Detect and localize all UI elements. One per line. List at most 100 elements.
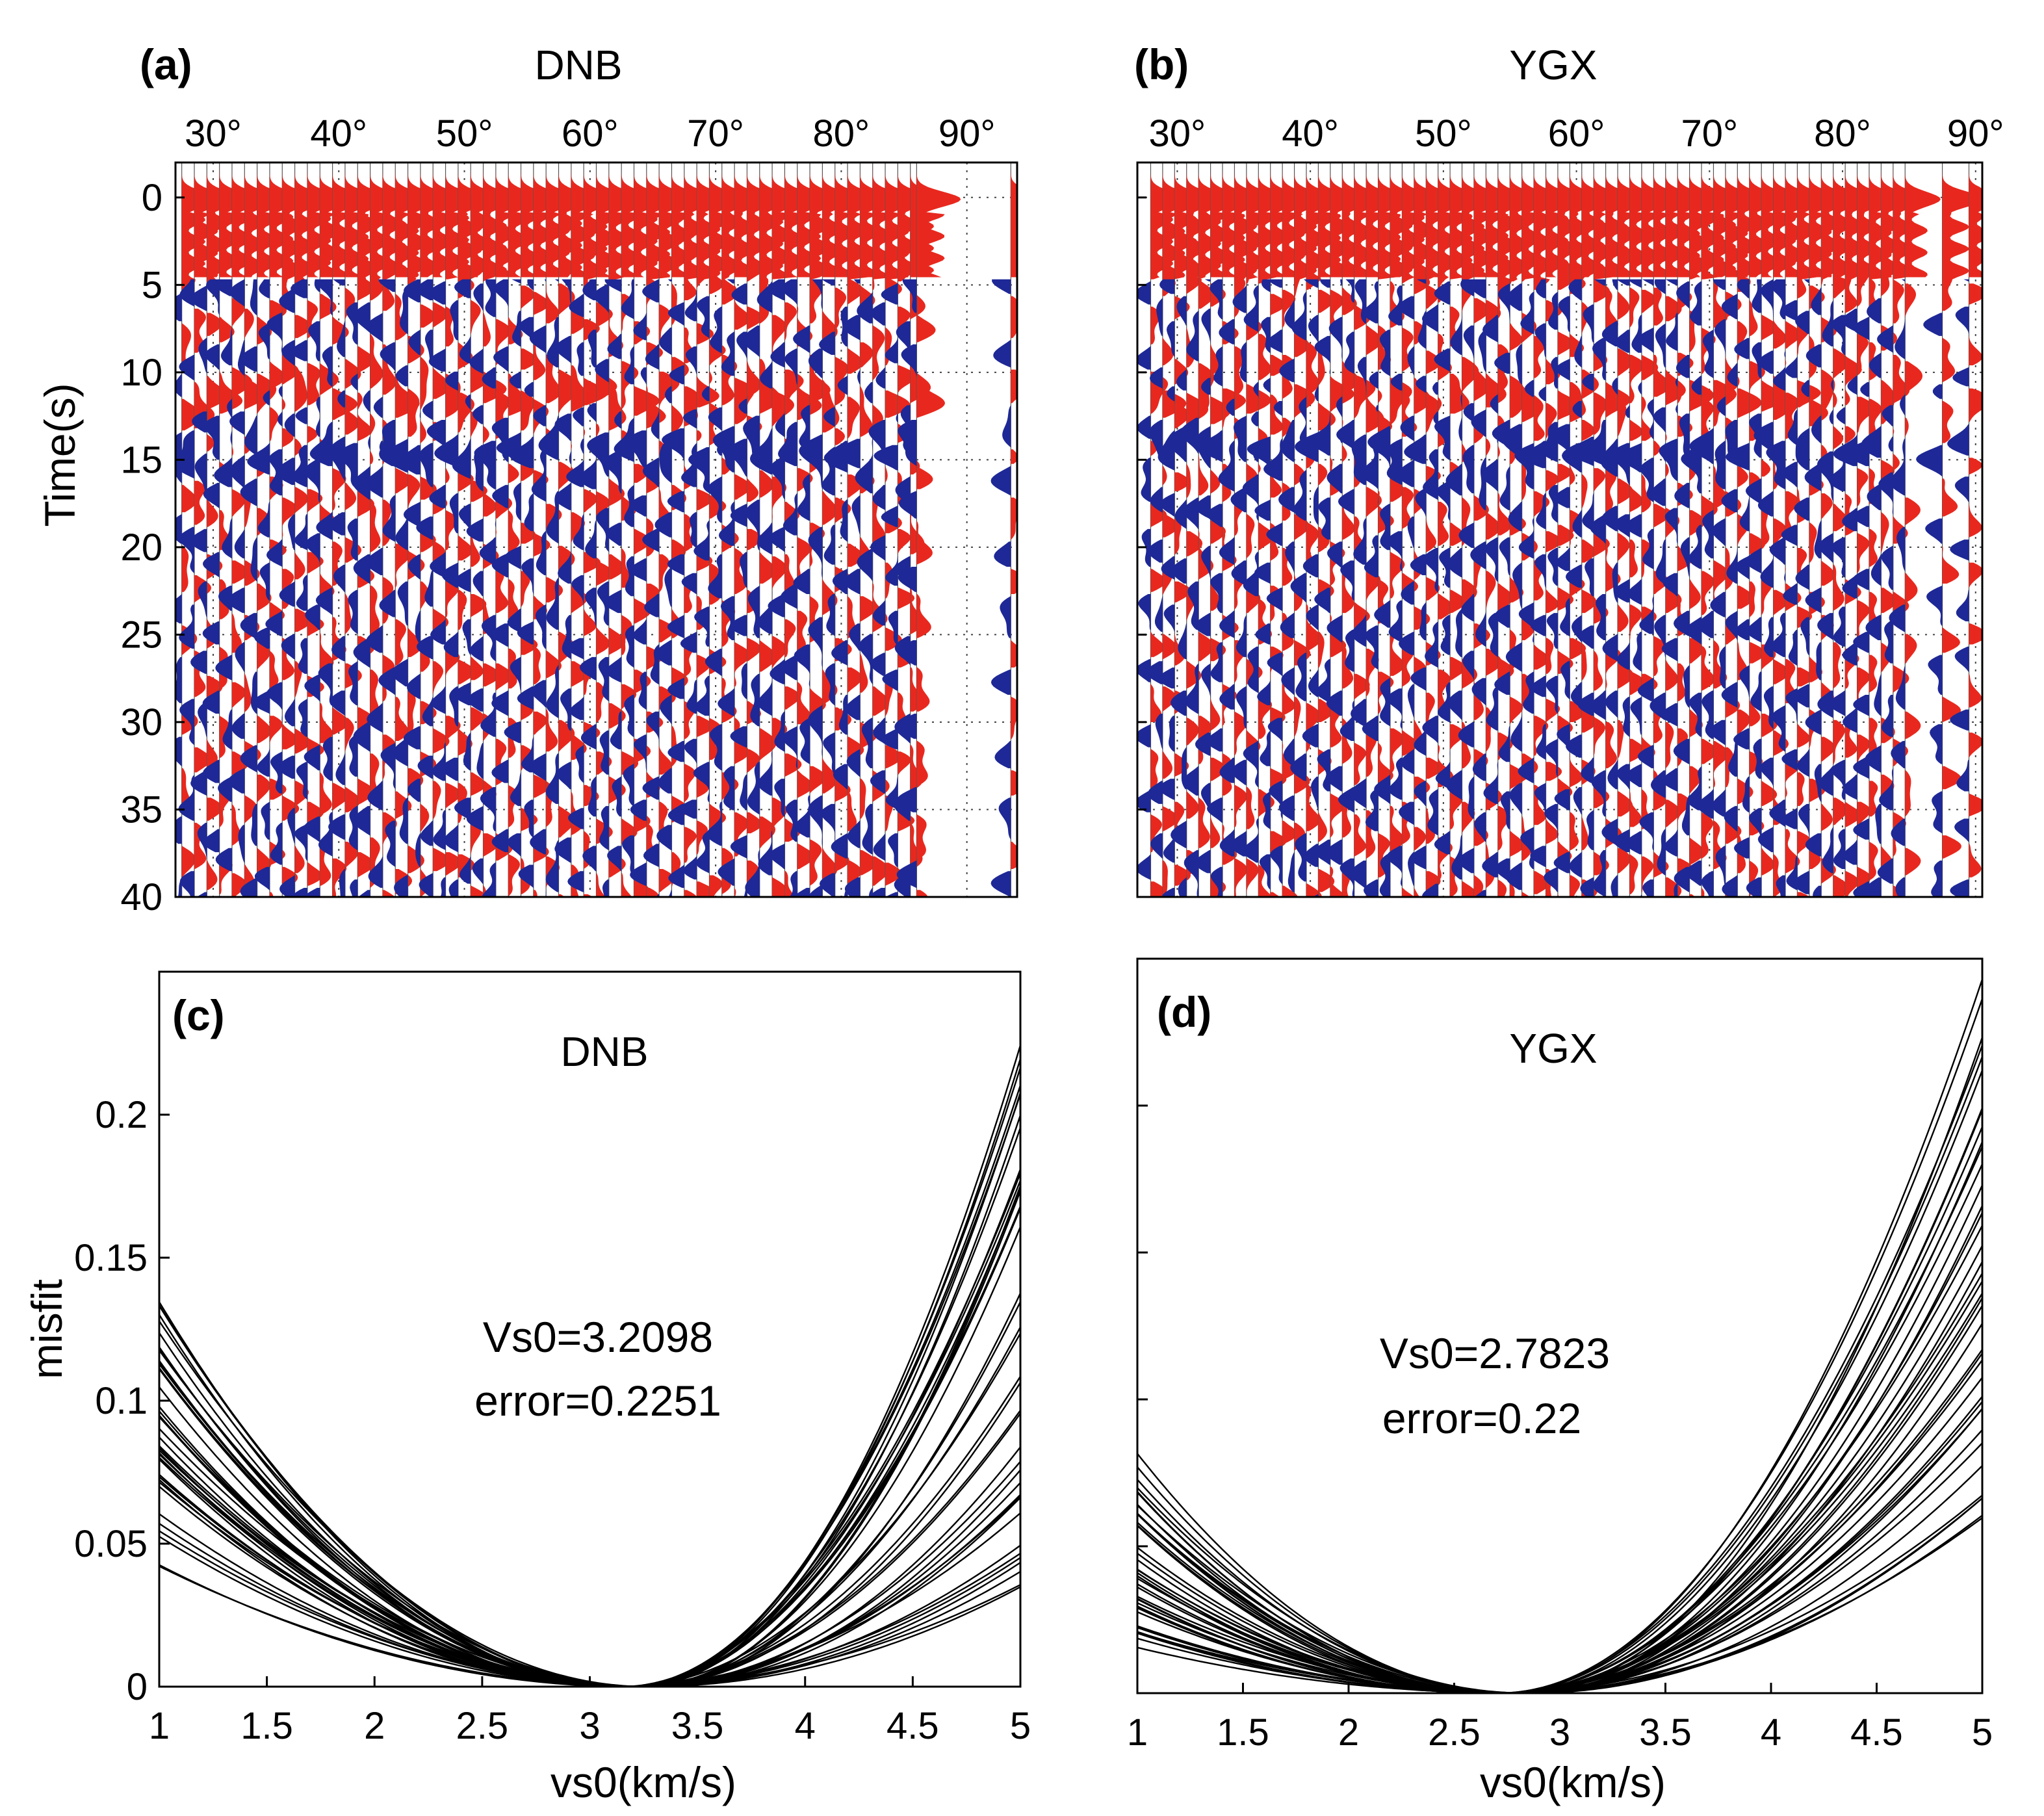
trace-41-lobe-21 [1640,894,1642,896]
trace-48-lobe-7 [1714,441,1726,489]
trace-23-lobe-10 [1426,518,1437,552]
trace-0-lobe-6 [181,485,197,513]
trace-48-lobe-4 [784,369,804,412]
trace-25-lobe-13 [480,692,496,737]
trace-59-lobe-17 [896,861,917,888]
trace-12-lobe-9 [315,588,333,616]
trace-24-lobe-1 [1421,304,1438,332]
trace-60-lobe-12 [1011,640,1017,668]
trace-3-lobe-7 [203,482,220,508]
trace-2-lobe-6 [207,434,215,452]
trace-38-lobe-11 [644,594,660,617]
trace-16-lobe-11 [1327,541,1343,569]
trace-50-lobe-7 [1726,443,1750,471]
trace-16-lobe-8 [1342,445,1347,462]
trace-46-lobe-4 [1701,396,1714,443]
trace-2-lobe-11 [198,581,207,617]
c-x-tick-3.5: 3.5 [671,1705,724,1747]
trace-37-lobe-7 [630,495,647,517]
trace-63-lobe-6 [1905,417,1909,437]
trace-13-lobe-1 [1291,292,1306,341]
trace-25-lobe-5 [1434,415,1451,460]
trace-55-lobe-7 [1795,428,1809,471]
trace-27-lobe-6 [521,390,536,431]
a-y-tick-15: 15 [120,439,162,481]
trace-0-lobe-18 [1150,814,1162,853]
trace-49-lobe-3 [1727,363,1738,387]
trace-29-lobe-11 [1488,613,1498,657]
trace-51-lobe-13 [808,796,823,846]
trace-34-lobe-3 [595,359,609,382]
trace-58-lobe-7 [1831,537,1846,578]
trace-59-lobe-16 [916,814,927,859]
trace-57-lobe-15 [1818,766,1833,796]
trace-58-lobe-3 [1836,407,1846,424]
trace-6-lobe-1 [1210,279,1223,320]
trace-65-lobe-1 [1963,279,1969,281]
trace-55-lobe-3 [1795,311,1809,334]
trace-29-lobe-18 [1497,879,1507,896]
trace-56-lobe-5 [1811,415,1822,443]
trace-36-lobe-13 [624,695,634,737]
trace-26-lobe-8 [508,510,520,552]
trace-23-lobe-4 [1426,350,1442,374]
trace-53-lobe-17 [831,833,848,859]
trace-57-lobe-9 [1818,533,1833,563]
panel-c-y-ticks: 0 0.05 0.1 0.15 0.2 [74,1094,148,1708]
trace-39-lobe-13 [655,640,672,666]
trace-14-lobe-5 [1314,386,1319,401]
trace-21-lobe-16 [1402,888,1414,896]
trace-39-lobe-15 [660,695,672,725]
trace-63-lobe-11 [1889,604,1906,632]
trace-49-lobe-9 [1726,548,1738,584]
trace-2-lobe-6 [1174,403,1190,428]
trace-0-lobe-8 [181,545,189,592]
trace-65-lobe-17 [1950,709,1969,731]
trace-60-lobe-1 [1853,317,1869,341]
trace-49-lobe-3 [784,348,797,385]
trace-53-lobe-13 [838,695,848,735]
trace-53-lobe-15 [1772,705,1785,752]
trace-59-lobe-9 [898,567,917,592]
trace-33-lobe-13 [1530,615,1546,636]
trace-43-lobe-6 [721,458,731,474]
c-y-tick-0.2: 0.2 [95,1094,148,1136]
a-y-tick-40: 40 [120,876,162,918]
trace-52-lobe-9 [823,525,835,565]
trace-35-lobe-16 [1570,753,1583,787]
trace-39-lobe-21 [669,890,672,896]
trace-14-lobe-4 [1318,344,1325,385]
trace-7-lobe-13 [1219,757,1235,783]
trace-19-lobe-13 [1364,625,1378,670]
trace-43-lobe-19 [1657,829,1666,876]
trace-49-lobe-7 [1721,489,1738,513]
trace-2-lobe-20 [207,861,218,890]
trace-26-lobe-7 [492,485,509,508]
trace-22-lobe-17 [444,825,458,853]
trace-52-lobe-3 [819,331,835,355]
trace-44-lobe-11 [1664,508,1678,544]
trace-48-lobe-2 [784,302,797,341]
trace-3-lobe-6 [1186,463,1191,498]
trace-18-lobe-10 [1366,606,1367,614]
trace-56-lobe-5 [868,420,886,464]
trace-53-lobe-13 [1770,613,1785,657]
trace-51-lobe-2 [1761,315,1778,341]
trace-42-lobe-17 [695,831,710,874]
trace-14-lobe-1 [346,302,358,344]
trace-29-lobe-11 [535,604,547,649]
trace-26-lobe-18 [508,854,521,896]
panel-c-label: (c) [172,991,225,1039]
trace-23-lobe-4 [471,365,490,393]
trace-57-lobe-12 [1833,642,1841,689]
trace-40-lobe-18 [1629,791,1642,827]
trace-7-lobe-4 [270,361,286,389]
trace-57-lobe-14 [1833,720,1845,764]
trace-19-lobe-1 [404,279,420,303]
trace-20-lobe-13 [1390,806,1405,853]
trace-57-lobe-12 [885,556,898,586]
trace-45-lobe-9 [1680,537,1690,578]
trace-2-lobe-13 [1163,604,1175,632]
trace-11-lobe-9 [305,533,320,571]
trace-24-lobe-9 [466,518,484,542]
